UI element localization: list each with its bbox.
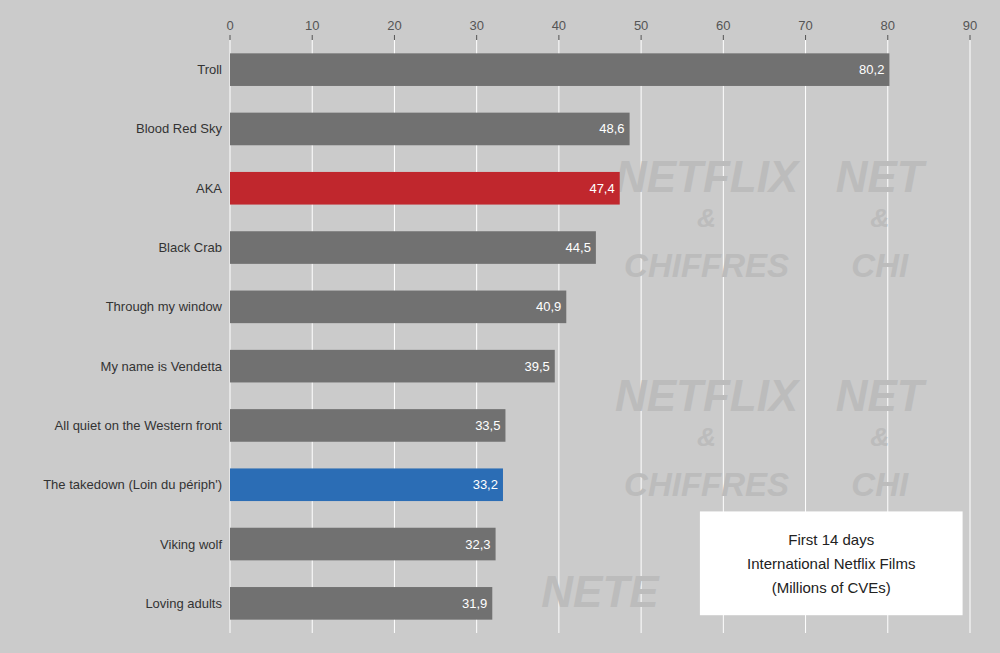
category-label: AKA: [196, 181, 222, 196]
watermark: CHI: [851, 247, 909, 284]
bar: [230, 231, 596, 264]
watermark: &: [870, 203, 889, 233]
watermark: &: [870, 422, 889, 452]
watermark: NET: [836, 371, 927, 420]
chart: 0102030405060708090NETFLIX&CHIFFRESNET&C…: [0, 0, 1000, 653]
bar: [230, 409, 505, 442]
caption-box: [700, 511, 963, 615]
tick-label: 10: [305, 18, 319, 33]
tick-label: 70: [798, 18, 812, 33]
y-axis: Loving adults Viking wolf The takedown (Lo…: [43, 62, 223, 611]
tick-mark: [394, 35, 395, 40]
watermark: NETE: [541, 567, 660, 616]
data-label: 33,2: [473, 477, 498, 492]
tick-mark: [230, 35, 231, 40]
background: [0, 0, 1000, 653]
tick-mark: [476, 35, 477, 40]
category-label: Blood Red Sky: [136, 121, 222, 136]
bar: [230, 350, 555, 383]
tick-label: 90: [963, 18, 977, 33]
watermark: CHIFFRES: [624, 466, 789, 503]
bar: [230, 53, 889, 86]
watermark: CHIFFRES: [624, 247, 789, 284]
watermark: NETFLIX: [615, 371, 801, 420]
category-label: Black Crab: [158, 240, 222, 255]
category-label: The takedown (Loin du périph'): [43, 477, 222, 492]
data-label: 48,6: [599, 121, 624, 136]
watermark: NET: [836, 152, 927, 201]
watermark: NETFLIX: [615, 152, 801, 201]
tick-mark: [312, 35, 313, 40]
grid-line: [641, 40, 642, 633]
category-label: Through my window: [106, 299, 223, 314]
category-label: Viking wolf: [160, 537, 222, 552]
tick-label: 0: [226, 18, 233, 33]
data-label: 32,3: [465, 537, 490, 552]
caption: First 14 daysInternational Netflix Films…: [700, 511, 963, 615]
bar: [230, 468, 503, 501]
tick-mark: [805, 35, 806, 40]
grid-line: [970, 40, 971, 633]
tick-label: 50: [634, 18, 648, 33]
bars: [230, 53, 889, 619]
x-axis: 0 10 20 30 40 50 60 70 80 90: [226, 18, 977, 40]
data-label: 39,5: [524, 359, 549, 374]
bar: [230, 113, 630, 146]
caption-text: First 14 daysInternational Netflix Films…: [747, 531, 915, 596]
bar: [230, 172, 620, 205]
data-label: 33,5: [475, 418, 500, 433]
tick-label: 80: [881, 18, 895, 33]
data-label: 40,9: [536, 299, 561, 314]
watermark: &: [697, 203, 716, 233]
tick-mark: [887, 35, 888, 40]
tick-mark: [641, 35, 642, 40]
data-label: 31,9: [462, 596, 487, 611]
bar: [230, 528, 496, 561]
tick-mark: [558, 35, 559, 40]
category-label: My name is Vendetta: [101, 359, 223, 374]
tick-mark: [723, 35, 724, 40]
watermark: CHI: [851, 466, 909, 503]
grid: [230, 40, 970, 633]
tick-label: 40: [552, 18, 566, 33]
data-label: 47,4: [589, 181, 614, 196]
tick-label: 30: [469, 18, 483, 33]
watermark: &: [697, 422, 716, 452]
bar: [230, 587, 492, 620]
tick-label: 60: [716, 18, 730, 33]
tick-label: 20: [387, 18, 401, 33]
data-label: 80,2: [859, 62, 884, 77]
data-label: 44,5: [566, 240, 591, 255]
category-label: Troll: [197, 62, 222, 77]
bar: [230, 291, 566, 324]
tick-mark: [970, 35, 971, 40]
category-label: All quiet on the Western front: [55, 418, 223, 433]
category-label: Loving adults: [145, 596, 222, 611]
